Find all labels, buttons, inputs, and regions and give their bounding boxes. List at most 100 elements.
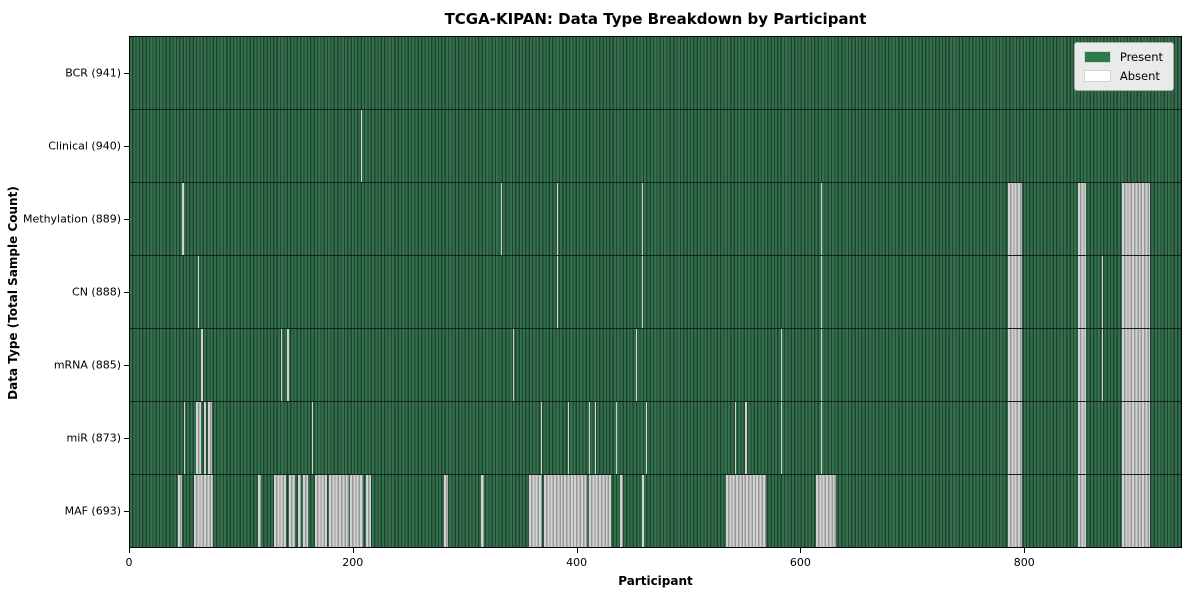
absent-stripe xyxy=(821,256,823,328)
y-tick-mark xyxy=(124,72,129,74)
x-tick-mark xyxy=(129,548,130,553)
legend-item-present: Present xyxy=(1083,50,1163,64)
absent-stripe xyxy=(1007,475,1023,547)
absent-stripe xyxy=(1101,329,1103,401)
absent-stripe xyxy=(1007,183,1023,255)
x-tick-label-200: 200 xyxy=(342,556,364,569)
absent-stripe xyxy=(726,475,766,547)
absent-stripe xyxy=(201,329,203,401)
y-tick-mark xyxy=(124,292,129,293)
absent-stripe xyxy=(821,329,823,401)
x-tick-mark xyxy=(576,548,578,553)
absent-stripe xyxy=(258,475,261,547)
absent-stripe xyxy=(274,475,287,547)
y-tick-mark xyxy=(124,511,129,513)
absent-stripe xyxy=(567,402,569,474)
absent-stripe xyxy=(544,475,587,547)
absent-stripe xyxy=(288,475,296,547)
absent-stripe xyxy=(178,475,183,547)
legend-swatch-present xyxy=(1083,51,1111,63)
absent-stripe xyxy=(513,329,515,401)
x-axis-label: Participant xyxy=(618,574,693,588)
absent-stripe xyxy=(815,475,836,547)
absent-stripe xyxy=(208,402,212,474)
y-tick-label-mrna: mRNA (885) xyxy=(53,358,121,372)
absent-stripe xyxy=(641,475,644,547)
absent-stripe xyxy=(781,329,783,401)
y-tick-mark xyxy=(124,218,129,220)
absent-stripe xyxy=(312,402,314,474)
y-tick-label-maf: MAF (693) xyxy=(64,504,121,518)
absent-stripe xyxy=(594,402,596,474)
absent-stripe xyxy=(500,183,502,255)
y-tick-label-bcr: BCR (941) xyxy=(65,66,121,80)
absent-stripe xyxy=(1007,402,1023,474)
absent-stripe xyxy=(303,475,308,547)
row-cn xyxy=(130,255,1181,328)
row-methylation xyxy=(130,182,1181,255)
absent-stripe xyxy=(589,402,591,474)
row-mir xyxy=(130,401,1181,474)
absent-stripe xyxy=(287,329,289,401)
x-tick-mark xyxy=(1024,548,1026,553)
absent-stripe xyxy=(480,475,485,547)
y-tick-label-cn: CN (888) xyxy=(72,285,121,299)
absent-stripe xyxy=(183,402,185,474)
absent-stripe xyxy=(556,256,558,328)
y-tick-mark xyxy=(124,145,129,147)
absent-stripe xyxy=(315,475,327,547)
absent-stripe xyxy=(280,329,282,401)
absent-stripe xyxy=(821,402,823,474)
x-tick-mark xyxy=(800,548,802,553)
absent-stripe xyxy=(1078,183,1087,255)
absent-stripe xyxy=(1121,329,1150,401)
absent-stripe xyxy=(641,183,643,255)
absent-stripe xyxy=(1078,329,1087,401)
absent-stripe xyxy=(365,475,372,547)
y-tick-mark xyxy=(124,365,129,367)
absent-stripe xyxy=(620,475,623,547)
absent-stripe xyxy=(1078,402,1087,474)
absent-stripe xyxy=(821,183,823,255)
absent-stripe xyxy=(350,475,364,547)
absent-stripe xyxy=(635,329,638,401)
row-bcr xyxy=(130,37,1181,109)
legend: Present Absent xyxy=(1073,42,1174,91)
row-maf xyxy=(130,474,1181,547)
absent-stripe xyxy=(361,110,363,182)
y-tick-label-methylation: Methylation (889) xyxy=(23,212,121,226)
absent-stripe xyxy=(615,402,617,474)
legend-label: Absent xyxy=(1119,69,1160,83)
x-tick-label-800: 800 xyxy=(1013,556,1035,569)
row-mrna xyxy=(130,328,1181,401)
absent-stripe xyxy=(1078,256,1087,328)
absent-stripe xyxy=(646,402,648,474)
chart-title: TCGA-KIPAN: Data Type Breakdown by Parti… xyxy=(444,10,867,28)
absent-stripe xyxy=(781,402,783,474)
absent-stripe xyxy=(1007,256,1023,328)
absent-stripe xyxy=(1121,475,1150,547)
absent-stripe xyxy=(1121,256,1150,328)
absent-stripe xyxy=(735,402,737,474)
y-tick-label-clinical: Clinical (940) xyxy=(48,139,121,153)
x-tick-mark xyxy=(352,548,354,553)
absent-stripe xyxy=(528,475,543,547)
absent-stripe xyxy=(589,475,612,547)
legend-swatch-absent xyxy=(1083,70,1111,82)
absent-stripe xyxy=(195,402,202,474)
x-tick-label-0: 0 xyxy=(125,556,133,569)
absent-stripe xyxy=(745,402,747,474)
x-tick-label-600: 600 xyxy=(789,556,811,569)
absent-stripe xyxy=(198,256,200,328)
absent-stripe xyxy=(556,183,558,255)
absent-stripe xyxy=(443,475,449,547)
absent-stripe xyxy=(328,475,349,547)
absent-stripe xyxy=(1078,475,1087,547)
absent-stripe xyxy=(1007,329,1023,401)
plot-area: Present Absent xyxy=(129,36,1182,548)
y-tick-label-mir: miR (873) xyxy=(66,431,122,445)
absent-stripe xyxy=(1121,183,1150,255)
row-clinical xyxy=(130,109,1181,182)
absent-stripe xyxy=(641,256,643,328)
